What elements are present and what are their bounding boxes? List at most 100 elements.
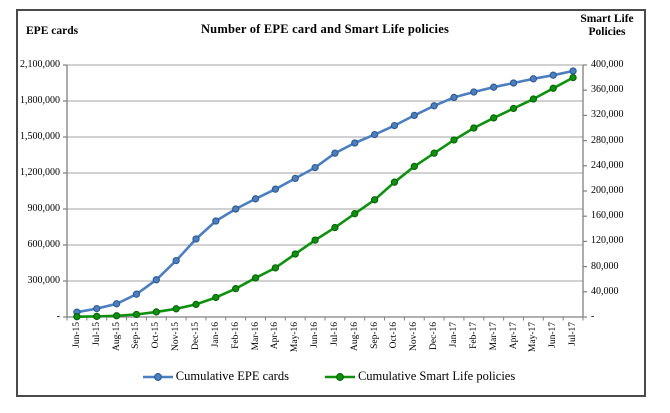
x-axis-tick-label: Sep-15 <box>131 322 142 349</box>
data-point-marker <box>390 121 399 130</box>
x-axis-tick-label: Jul-17 <box>568 322 579 346</box>
data-point-marker <box>132 310 141 319</box>
data-point-marker <box>490 114 498 122</box>
data-point-marker <box>569 73 577 82</box>
data-point-marker <box>529 95 538 103</box>
left-axis-tick-label: 300,000 <box>27 275 61 286</box>
x-axis-tick-label: Mar-17 <box>488 322 499 351</box>
data-point-marker <box>271 264 280 272</box>
legend-marker-icon <box>324 372 355 381</box>
data-point-marker <box>390 178 399 186</box>
right-axis-tick-label: - <box>591 311 595 322</box>
legend-item: Cumulative EPE cards <box>142 369 289 384</box>
x-axis-tick-label: Nov-16 <box>409 322 420 352</box>
data-point-marker <box>410 162 418 171</box>
right-axis-tick-label: 80,000 <box>591 260 619 272</box>
x-axis-tick-label: Jan-17 <box>449 322 459 348</box>
x-axis-tick-label: Jun-17 <box>548 322 559 348</box>
left-axis-tick-label: 600,000 <box>27 239 61 250</box>
data-point-marker <box>251 274 260 282</box>
left-axis-tick-label: - <box>56 311 60 322</box>
data-point-marker <box>271 185 280 193</box>
data-point-marker <box>152 308 160 316</box>
data-point-marker <box>192 300 200 309</box>
legend-item: Cumulative Smart Life policies <box>324 369 516 384</box>
x-axis-tick-label: Feb-16 <box>230 322 241 349</box>
data-point-marker <box>529 75 538 83</box>
data-point-marker <box>291 250 299 258</box>
right-axis-title: Smart Life Policies <box>563 13 651 39</box>
data-point-marker <box>351 210 359 218</box>
data-point-marker <box>73 313 81 321</box>
x-axis-tick-label: Jul-15 <box>91 322 102 346</box>
data-point-marker <box>370 196 379 204</box>
right-axis-tick-label: 160,000 <box>591 210 624 222</box>
data-point-marker <box>311 236 319 244</box>
legend-marker-icon <box>142 372 173 381</box>
left-axis-tick-label: 2,100,000 <box>20 59 60 70</box>
data-point-marker <box>251 195 260 203</box>
right-axis-tick-label: 200,000 <box>591 185 624 196</box>
right-axis-tick-label: 360,000 <box>591 84 624 96</box>
data-point-marker <box>93 304 101 313</box>
data-point-marker <box>450 93 458 102</box>
data-point-marker <box>192 235 200 243</box>
x-axis-tick-label: Dec-16 <box>429 322 440 350</box>
data-point-marker <box>470 88 478 96</box>
series-line-left <box>75 69 575 314</box>
right-axis-tick-label: 400,000 <box>591 59 624 70</box>
data-point-marker <box>370 130 379 139</box>
chart-title: Number of EPE card and Smart Life polici… <box>200 22 450 36</box>
x-axis-tick-label: Jun-15 <box>71 322 82 348</box>
right-axis-tick-label: 40,000 <box>591 285 619 297</box>
left-axis-tick-label: 900,000 <box>27 203 61 214</box>
left-axis-tick-label: 1,800,000 <box>20 95 60 106</box>
right-axis-title-line1: Smart Life <box>580 13 634 25</box>
x-axis-tick-label: Aug-15 <box>111 322 122 352</box>
data-point-marker <box>450 136 458 144</box>
data-point-marker <box>112 300 121 308</box>
data-point-marker <box>112 312 121 320</box>
data-point-marker <box>172 305 180 313</box>
x-axis-tick-label: Sep-16 <box>369 322 380 349</box>
data-point-marker <box>291 174 299 183</box>
data-point-marker <box>470 124 478 132</box>
right-axis-tick-label: 120,000 <box>591 235 624 247</box>
data-point-marker <box>232 284 240 293</box>
legend-label: Cumulative EPE cards <box>175 369 289 383</box>
right-axis-tick-label: 320,000 <box>591 109 624 121</box>
x-axis-tick-label: Jul-16 <box>329 322 340 346</box>
data-point-marker <box>172 256 180 265</box>
legend-label: Cumulative Smart Life policies <box>357 369 516 383</box>
data-point-marker <box>212 293 220 302</box>
left-axis-title: EPE cards <box>26 25 79 37</box>
data-point-marker <box>351 139 359 147</box>
x-axis-tick-label: Oct-16 <box>389 322 400 349</box>
data-point-marker <box>132 290 141 298</box>
x-axis-tick-label: Feb-17 <box>468 322 479 349</box>
data-point-marker <box>232 205 240 213</box>
x-axis-tick-label: Jun-16 <box>310 322 321 348</box>
chart-frame <box>16 9 646 397</box>
legend: Cumulative EPE cards Cumulative Smart Lif… <box>16 369 642 384</box>
data-point-marker <box>212 217 220 225</box>
left-axis-tick-label: 1,500,000 <box>20 131 60 142</box>
data-point-marker <box>509 79 518 87</box>
x-axis-tick-label: Jan-16 <box>210 322 221 348</box>
x-axis-tick-label: Oct-15 <box>151 322 162 349</box>
x-axis-tick-label: Apr-17 <box>508 322 519 350</box>
data-point-marker <box>430 102 438 110</box>
x-axis-tick-label: Mar-16 <box>250 322 261 351</box>
data-point-marker <box>549 71 557 79</box>
data-point-marker <box>549 84 557 92</box>
x-axis-tick-label: Nov-15 <box>171 322 182 352</box>
right-axis-tick-label: 240,000 <box>591 159 624 171</box>
x-axis-tick-label: Apr-16 <box>270 322 281 350</box>
right-axis-title-line2: Policies <box>588 26 626 38</box>
right-axis-tick-label: 280,000 <box>591 134 624 146</box>
data-point-marker <box>410 111 418 120</box>
data-point-marker <box>430 149 438 157</box>
x-axis-tick-label: May-16 <box>290 322 301 353</box>
data-point-marker <box>569 67 577 75</box>
